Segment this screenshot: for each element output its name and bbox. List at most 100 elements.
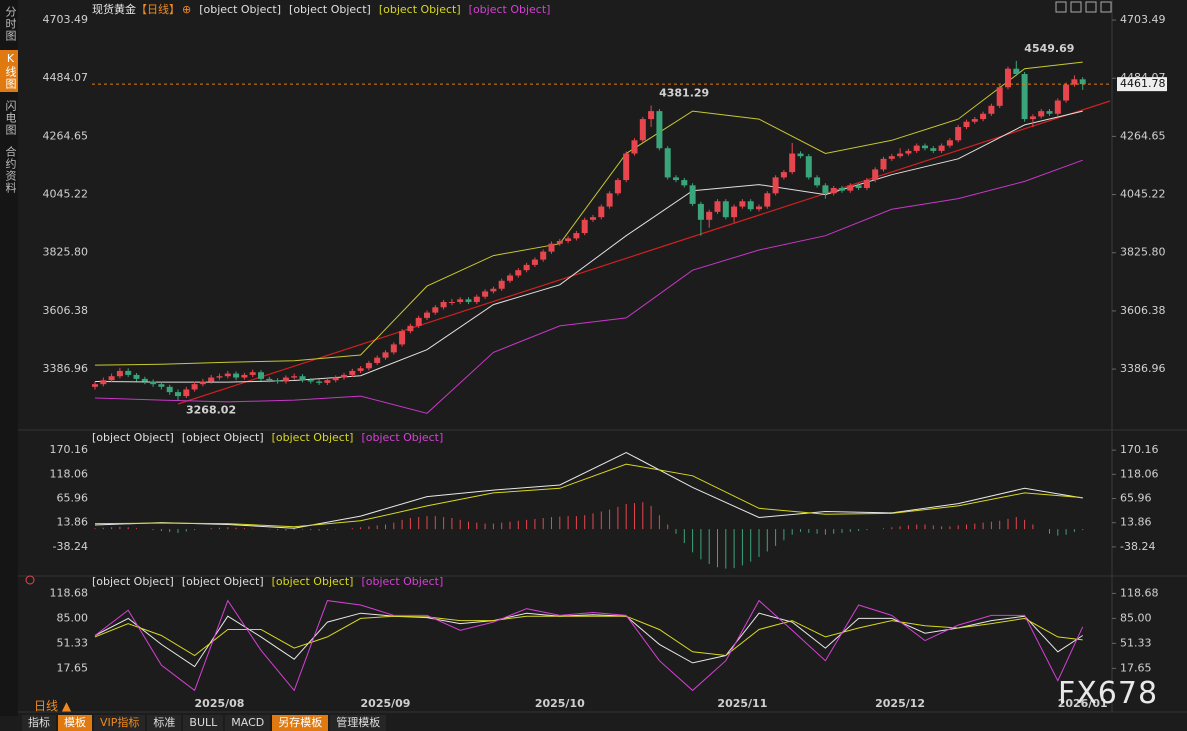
control-icon[interactable]: [1100, 1, 1112, 13]
candle-body: [158, 384, 165, 387]
x-tick-label: 2025/11: [717, 697, 767, 710]
y-tick-label: 65.96: [1120, 492, 1152, 505]
candle-body: [930, 148, 937, 151]
y-tick-label: 3606.38: [1120, 304, 1166, 317]
y-tick-label: 13.86: [57, 516, 89, 529]
candle-body: [971, 119, 978, 122]
toolbar-button[interactable]: VIP指标: [94, 715, 146, 731]
panel-header: [object Object] [object Object] [object Ob…: [92, 575, 443, 588]
y-tick-label: 118.06: [1120, 467, 1159, 480]
candle-body: [631, 140, 638, 154]
candle-body: [291, 376, 298, 378]
candle-body: [108, 376, 115, 381]
y-tick-label: -38.24: [1120, 540, 1155, 553]
indicator-value: [object Object]: [199, 3, 281, 16]
candle-body: [357, 368, 364, 371]
candle-body: [1029, 116, 1036, 120]
candle-body: [731, 206, 738, 218]
candle-body: [697, 203, 704, 220]
candle-body: [100, 380, 107, 385]
window-controls: [1055, 1, 1112, 13]
toolbar-button[interactable]: BULL: [183, 715, 224, 731]
candle-body: [1038, 111, 1045, 117]
candle-body: [233, 373, 240, 378]
indicator-line: [94, 451, 1083, 529]
candle-body: [980, 113, 987, 120]
indicator-value: [object Object]: [92, 431, 174, 444]
sidebar-tab[interactable]: K线图: [0, 50, 18, 92]
candle-body: [756, 206, 762, 210]
last-price-tag-bg: [1117, 77, 1167, 92]
toolbar-button[interactable]: 标准: [147, 715, 182, 731]
indicator-value: [object Object]: [182, 431, 264, 444]
toolbar-button[interactable]: 模板: [58, 715, 92, 731]
y-tick-label: 85.00: [1120, 611, 1152, 624]
sidebar-tab[interactable]: 合约资料: [4, 146, 17, 194]
control-icon[interactable]: [1055, 1, 1067, 13]
y-tick-label: 4045.22: [43, 188, 89, 201]
candle-body: [548, 243, 555, 252]
candle-body: [175, 392, 181, 397]
candle-body: [92, 384, 98, 387]
candle-body: [125, 370, 132, 375]
period-selector[interactable]: 日线 ▲: [34, 699, 72, 713]
candle-body: [150, 381, 157, 385]
sidebar-tab[interactable]: 分时图: [4, 6, 17, 42]
candle-body: [258, 372, 264, 379]
x-tick-label: 2025/09: [361, 697, 411, 710]
y-tick-label: 170.16: [50, 443, 89, 456]
toolbar-button[interactable]: 管理模板: [330, 715, 387, 731]
candle-body: [133, 374, 140, 379]
candle-body: [490, 288, 497, 292]
candle-body: [764, 193, 771, 207]
instrument-title: 现货黄金: [92, 2, 136, 16]
candle-body: [1046, 111, 1053, 114]
candle-body: [448, 301, 455, 303]
candle-body: [274, 380, 281, 382]
candle-body: [282, 377, 289, 382]
candle-body: [349, 370, 356, 375]
candle-body: [465, 299, 472, 302]
indicator-line: [94, 612, 1083, 668]
candle-body: [938, 145, 945, 151]
indicator-line: [94, 110, 1083, 383]
candle-body: [1063, 84, 1070, 101]
candle-body: [1021, 74, 1028, 120]
candle-body: [1013, 68, 1020, 75]
toolbar-button[interactable]: MACD: [225, 715, 271, 731]
y-tick-label: 85.00: [57, 611, 89, 624]
candle-body: [399, 331, 406, 345]
last-price-tag: 4461.78: [1120, 77, 1166, 90]
y-tick-label: 4703.49: [43, 13, 89, 26]
candle-body: [681, 180, 688, 186]
candle-body: [623, 153, 630, 181]
indicator-icon[interactable]: [25, 575, 35, 585]
candle-body: [407, 325, 414, 332]
control-icon[interactable]: [1070, 1, 1082, 13]
candle-body: [365, 362, 372, 369]
candle-body: [897, 153, 904, 157]
x-tick-label: 2026/01: [1058, 697, 1108, 710]
candle-body: [424, 312, 430, 318]
period-label: 日线: [34, 699, 59, 713]
candle-body: [673, 177, 679, 181]
candle-body: [722, 201, 729, 218]
toolbar-button[interactable]: 指标: [22, 715, 56, 731]
candle-body: [473, 296, 480, 302]
y-tick-label: 170.16: [1120, 443, 1159, 456]
candle-body: [648, 111, 655, 120]
candle-body: [955, 127, 962, 141]
candle-body: [116, 370, 123, 377]
toolbar-button[interactable]: 另存模板: [272, 715, 329, 731]
candle-body: [847, 185, 854, 191]
candle-body: [1005, 68, 1011, 88]
indicator-value: [object Object]: [92, 575, 174, 588]
candle-body: [814, 177, 821, 186]
candle-body: [307, 380, 314, 382]
sidebar-tab[interactable]: 闪电图: [4, 100, 17, 136]
control-icon[interactable]: [1085, 1, 1097, 13]
candle-body: [316, 381, 323, 383]
candle-body: [482, 291, 489, 297]
candle-body: [565, 238, 572, 242]
